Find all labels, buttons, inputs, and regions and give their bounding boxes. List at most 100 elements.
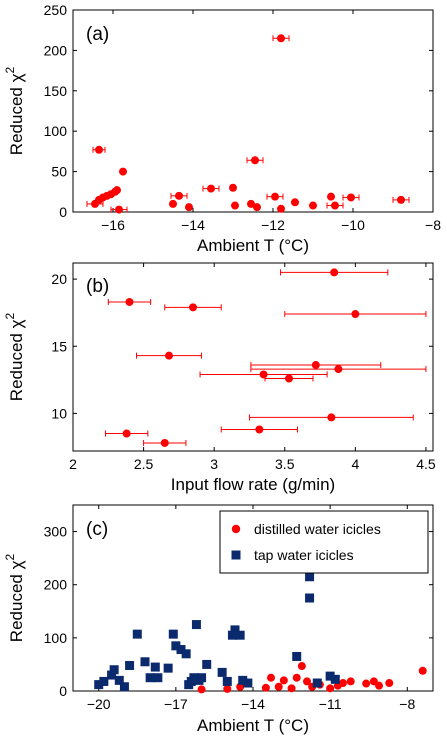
x-tick-label: −14	[241, 696, 265, 712]
data-point	[418, 666, 427, 675]
x-tick-label: 4	[351, 456, 359, 472]
data-point-square	[153, 673, 163, 683]
data-point	[334, 365, 343, 374]
data-point	[122, 429, 131, 438]
data-point	[119, 167, 127, 176]
data-point	[175, 191, 183, 200]
y-tick-label: 100	[44, 630, 68, 646]
data-point	[309, 201, 317, 210]
data-point	[125, 297, 134, 306]
data-point-square	[119, 682, 129, 692]
data-point	[165, 351, 173, 360]
data-point-square	[145, 673, 155, 683]
data-point-square	[305, 572, 315, 582]
data-point	[347, 193, 355, 202]
data-point	[255, 425, 264, 434]
data-point	[189, 303, 197, 312]
panel-c-label: (c)	[86, 519, 108, 540]
y-tick-label: 250	[44, 2, 68, 18]
x-tick-label: −12	[261, 217, 285, 233]
y-tick-label: 20	[51, 271, 67, 287]
data-point-square	[114, 675, 124, 685]
y-tick-label: 150	[44, 83, 68, 99]
data-point-square	[217, 667, 227, 677]
y-tick-label: 10	[51, 405, 67, 421]
data-point	[330, 268, 339, 277]
x-tick-label: 2.5	[134, 456, 154, 472]
legend-marker-tap	[231, 550, 241, 560]
panel-b-label: (b)	[86, 276, 109, 297]
data-point-square	[202, 659, 212, 669]
data-point-square	[197, 673, 207, 683]
data-point	[259, 370, 268, 379]
panel-b-y-axis-title-sup: 2	[3, 312, 17, 319]
legend-label-distilled: distilled water icicles	[254, 521, 381, 537]
data-point-square	[243, 678, 253, 688]
data-point	[277, 204, 285, 213]
panel-b-chart: (b) 2 2.5 3 3.5 4 4.5 10 15 20 Input flow rate (…	[3, 262, 436, 494]
x-tick-label: −20	[87, 696, 111, 712]
panel-c-x-axis-title: Ambient T (°C)	[197, 716, 309, 735]
data-point-square	[235, 630, 245, 640]
panel-a-y-axis-title-sup: 2	[3, 66, 17, 73]
data-point-square	[107, 670, 117, 680]
data-point-square	[227, 630, 237, 640]
data-point	[287, 684, 296, 693]
data-point	[229, 183, 237, 192]
data-point	[115, 205, 123, 214]
panel-b-ticks: 2 2.5 3 3.5 4 4.5 10 15 20	[51, 263, 436, 472]
data-point	[169, 199, 177, 208]
data-point	[197, 685, 206, 694]
panel-c-ticks: −20 −17 −14 −11 −8 0 100 200 300	[44, 505, 433, 712]
x-tick-label: −14	[181, 217, 205, 233]
data-point	[223, 684, 232, 693]
data-point-square	[230, 625, 240, 635]
x-tick-label: −11	[319, 696, 342, 712]
panel-a-y-axis-title-main: Reduced χ	[7, 73, 26, 155]
data-point	[285, 374, 293, 383]
legend-label-tap: tap water icicles	[254, 547, 354, 563]
data-point	[231, 201, 239, 210]
data-point-square	[109, 665, 119, 675]
x-tick-label: −10	[341, 217, 365, 233]
data-point	[292, 673, 301, 682]
panel-a-ticks: −16 −14 −12 −10 −8 0 50 100 150 200 250	[44, 2, 442, 233]
panel-c-y-axis-title-main: Reduced χ	[7, 560, 26, 642]
data-point-square	[238, 675, 248, 685]
panel-b-points	[104, 268, 427, 447]
panel-b-x-axis-title: Input flow rate (g/min)	[171, 475, 335, 494]
data-point	[113, 186, 121, 195]
data-point	[267, 673, 275, 682]
y-tick-label: 200	[44, 577, 68, 593]
x-tick-label: −8	[425, 217, 441, 233]
panel-c-y-axis-title-sup: 2	[3, 553, 17, 560]
data-point	[185, 203, 193, 212]
data-point-square	[222, 676, 232, 686]
y-tick-label: 0	[59, 204, 67, 220]
y-tick-label: 300	[44, 524, 68, 540]
y-tick-label: 200	[44, 42, 68, 58]
y-tick-label: 0	[59, 683, 67, 699]
data-point-square	[132, 629, 142, 639]
panel-a-x-axis-title: Ambient T (°C)	[197, 236, 309, 255]
x-tick-label: 2	[69, 456, 77, 472]
legend-marker-distilled	[231, 524, 241, 534]
panel-b-y-axis-title-main: Reduced χ	[7, 319, 26, 401]
data-point-square	[312, 678, 322, 688]
data-point-square	[168, 629, 178, 639]
data-point	[277, 34, 285, 43]
y-tick-label: 50	[51, 164, 67, 180]
data-point	[251, 156, 259, 165]
panel-c-chart: (c) −20 −17 −14 −11 −8 0 100 200 300 distilled w…	[3, 504, 434, 735]
data-point-square	[325, 671, 335, 681]
data-point	[291, 198, 299, 207]
x-tick-label: 4.5	[416, 456, 436, 472]
data-point	[326, 684, 335, 693]
data-point-square	[292, 651, 302, 661]
data-point-square	[171, 641, 181, 651]
panel-a-points	[86, 34, 410, 214]
panel-c-y-axis-title: Reduced χ2	[3, 553, 26, 642]
data-point-square	[176, 645, 186, 655]
data-point	[95, 145, 103, 154]
